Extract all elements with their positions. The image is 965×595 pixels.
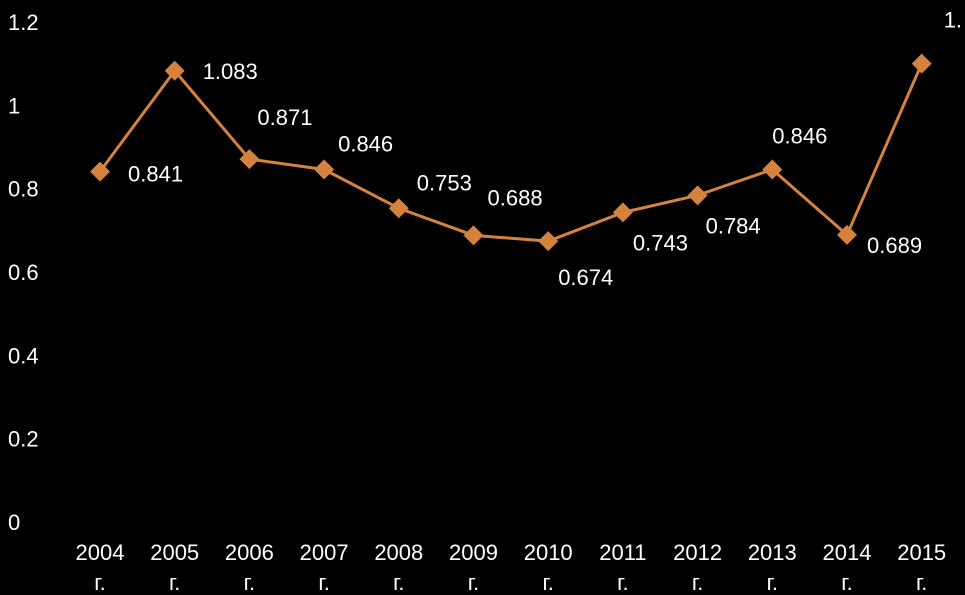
data-point-marker <box>687 185 708 206</box>
data-label: 0.784 <box>706 213 761 238</box>
y-axis: 0 0.2 0.4 0.6 0.8 1 1.2 <box>8 10 39 535</box>
y-tick-label: 0.4 <box>8 343 39 368</box>
x-tick-label: 2008 г. <box>374 540 423 595</box>
data-point-marker <box>911 53 932 74</box>
data-label: 0.871 <box>257 105 312 130</box>
y-tick-label: 0.6 <box>8 260 39 285</box>
data-label: 0.688 <box>488 185 543 210</box>
data-point-marker <box>164 60 185 81</box>
data-point-marker <box>837 224 857 245</box>
data-label: 0.753 <box>417 170 472 195</box>
data-label: 0.841 <box>128 162 183 187</box>
data-label: 0.846 <box>772 124 827 149</box>
data-label: 0.674 <box>558 265 613 290</box>
x-tick-label: 2011 г. <box>599 540 646 595</box>
x-tick-label: 2013 г. <box>748 540 797 595</box>
data-point-marker <box>762 159 783 180</box>
data-point-marker <box>388 198 409 219</box>
y-tick-label: 0.8 <box>8 177 39 202</box>
data-point-marker <box>90 161 110 182</box>
data-point-marker <box>612 202 633 223</box>
data-label: 1.083 <box>203 59 258 84</box>
x-axis: 2004 г. 2005 г. 2006 г. 2007 г. 2008 г. 2009 г. 2010… <box>76 540 947 595</box>
data-labels: 0.841 1.083 0.871 0.846 0.753 0.688 0.674 0.743… <box>128 8 962 290</box>
x-tick-label: 2004 г. <box>76 540 125 595</box>
y-tick-label: 0 <box>8 510 20 535</box>
x-tick-label: 2014 г. <box>823 540 872 595</box>
x-tick-label: 2006 г. <box>225 540 274 595</box>
x-tick-label: 2009 г. <box>449 540 498 595</box>
x-tick-label: 2010 г. <box>524 540 573 595</box>
data-point-marker <box>239 149 260 170</box>
series-line <box>98 63 924 243</box>
x-tick-label: 2007 г. <box>300 540 349 595</box>
data-label: 1. <box>944 8 962 33</box>
series-markers <box>90 53 932 252</box>
data-point-marker <box>314 159 335 180</box>
y-tick-label: 0.2 <box>8 427 39 452</box>
y-tick-label: 1.2 <box>8 10 39 35</box>
data-label: 0.689 <box>867 233 922 258</box>
x-tick-label: 2005 г. <box>150 540 199 595</box>
data-point-marker <box>538 231 559 252</box>
x-tick-label: 2015 г. <box>897 540 946 595</box>
data-label: 0.846 <box>338 132 393 157</box>
y-tick-label: 1 <box>8 93 20 118</box>
x-tick-label: 2012 г. <box>673 540 722 595</box>
data-label: 0.743 <box>633 230 688 255</box>
data-point-marker <box>463 225 484 246</box>
